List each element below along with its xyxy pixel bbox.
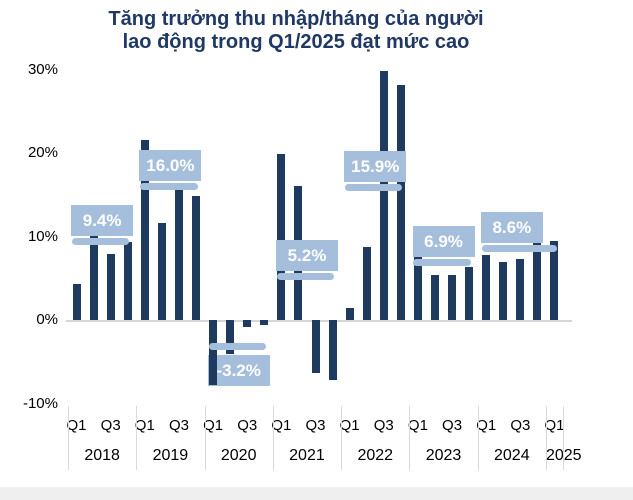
annotation-label-2023: 6.9%: [412, 225, 475, 257]
bar-2018-Q4: [123, 242, 132, 320]
footer-band: [0, 487, 633, 500]
x-axis-year-label: 2022: [357, 447, 394, 464]
annotation-label-2022: 15.9%: [344, 150, 407, 182]
bar-2024-Q1: [482, 254, 491, 320]
x-axis-quarter-label: Q3: [510, 417, 531, 434]
bar-2022-Q4: [396, 85, 405, 320]
year-separator-tick: [272, 406, 274, 470]
annotation-label-2018: 9.4%: [71, 205, 134, 236]
bar-2021-Q3: [311, 320, 320, 373]
chart-title-line2: lao động trong Q1/2025 đạt mức cao: [122, 31, 470, 53]
y-axis-tick-label: -10%: [22, 394, 58, 412]
x-axis-quarter-label: Q3: [442, 417, 463, 434]
year-separator-tick: [68, 406, 69, 470]
x-axis-quarter-label: Q3: [100, 417, 121, 434]
bar-2023-Q1: [413, 253, 422, 320]
x-axis-quarter-label: Q3: [373, 417, 394, 434]
annotation-pill-2022: [345, 183, 403, 191]
x-axis-year-label: 2019: [152, 447, 189, 464]
year-separator-tick: [563, 406, 565, 470]
bar-2023-Q4: [465, 266, 474, 320]
x-axis-year-label: 2023: [425, 447, 462, 464]
bar-2020-Q2: [226, 320, 235, 355]
annotation-pill-2024: [481, 244, 557, 252]
x-axis-quarter-label: Q3: [237, 417, 258, 434]
bar-2023-Q2: [431, 274, 439, 320]
annotation-pill-2020: [208, 343, 266, 351]
x-axis-year-label: 2021: [289, 447, 325, 464]
annotation-pill-2019: [140, 182, 198, 190]
bar-2025-Q1: [550, 240, 559, 320]
bar-2024-Q2: [499, 262, 508, 320]
year-separator-tick: [409, 406, 411, 470]
bar-2018-Q2: [89, 233, 98, 320]
x-axis-quarter-label: Q1: [407, 417, 428, 434]
bar-2018-Q1: [72, 284, 81, 320]
x-axis-year-label: 2025: [546, 447, 582, 464]
bar-2020-Q1: [209, 320, 218, 386]
bar-2023-Q3: [448, 274, 457, 320]
annotation-label-2019: 16.0%: [139, 149, 202, 181]
year-separator-tick: [477, 406, 479, 470]
y-axis-tick-label: 30%: [27, 60, 58, 78]
bar-2024-Q4: [533, 218, 542, 320]
x-axis-quarter-label: Q3: [305, 417, 326, 434]
bar-2022-Q3: [379, 71, 388, 320]
annotation-pill-2021: [276, 273, 335, 281]
y-axis-tick-label: 10%: [27, 227, 58, 245]
bar-2021-Q1: [277, 153, 286, 320]
annotation-pill-2023: [413, 258, 471, 266]
bar-2018-Q3: [106, 254, 115, 320]
bar-2024-Q3: [516, 259, 525, 320]
year-separator-tick: [545, 406, 547, 470]
chart-title-line1: Tăng trưởng thu nhập/tháng của người: [108, 8, 484, 30]
bar-2020-Q4: [260, 320, 269, 325]
annotation-label-2020: -3.2%: [207, 355, 270, 387]
year-separator-tick: [204, 406, 206, 470]
bar-2019-Q3: [174, 187, 183, 320]
x-axis-quarter-label: Q1: [339, 417, 360, 434]
year-separator-tick: [136, 406, 138, 470]
bar-2022-Q2: [362, 247, 371, 320]
bar-2021-Q4: [328, 320, 337, 381]
annotation-label-2021: 5.2%: [275, 240, 338, 272]
bar-2019-Q2: [157, 223, 166, 320]
y-axis-tick-label: 20%: [27, 144, 58, 161]
annotation-label-2024: 8.6%: [480, 211, 543, 243]
chart-title: Tăng trưởng thu nhập/tháng của người lao…: [0, 8, 592, 54]
x-axis-quarter-label: Q1: [203, 417, 224, 434]
x-axis-quarter-label: Q3: [168, 417, 189, 434]
x-axis-quarter-label: Q1: [271, 417, 292, 434]
bar-2020-Q3: [243, 320, 252, 327]
year-separator-tick: [341, 406, 343, 470]
annotation-pill-2018: [72, 238, 130, 245]
x-axis-quarter-label: Q1: [476, 417, 497, 434]
x-axis-quarter-label: Q1: [544, 417, 565, 434]
bar-2019-Q1: [140, 139, 149, 320]
x-axis-quarter-label: Q1: [134, 417, 155, 434]
x-axis-year-label: 2024: [494, 447, 530, 464]
x-axis-quarter-label: Q1: [66, 417, 87, 434]
bar-2019-Q4: [192, 195, 201, 320]
x-axis-year-label: 2020: [220, 447, 257, 464]
y-axis-tick-label: 0%: [36, 311, 58, 328]
x-axis-year-label: 2018: [84, 447, 120, 464]
bar-2022-Q1: [345, 308, 354, 320]
